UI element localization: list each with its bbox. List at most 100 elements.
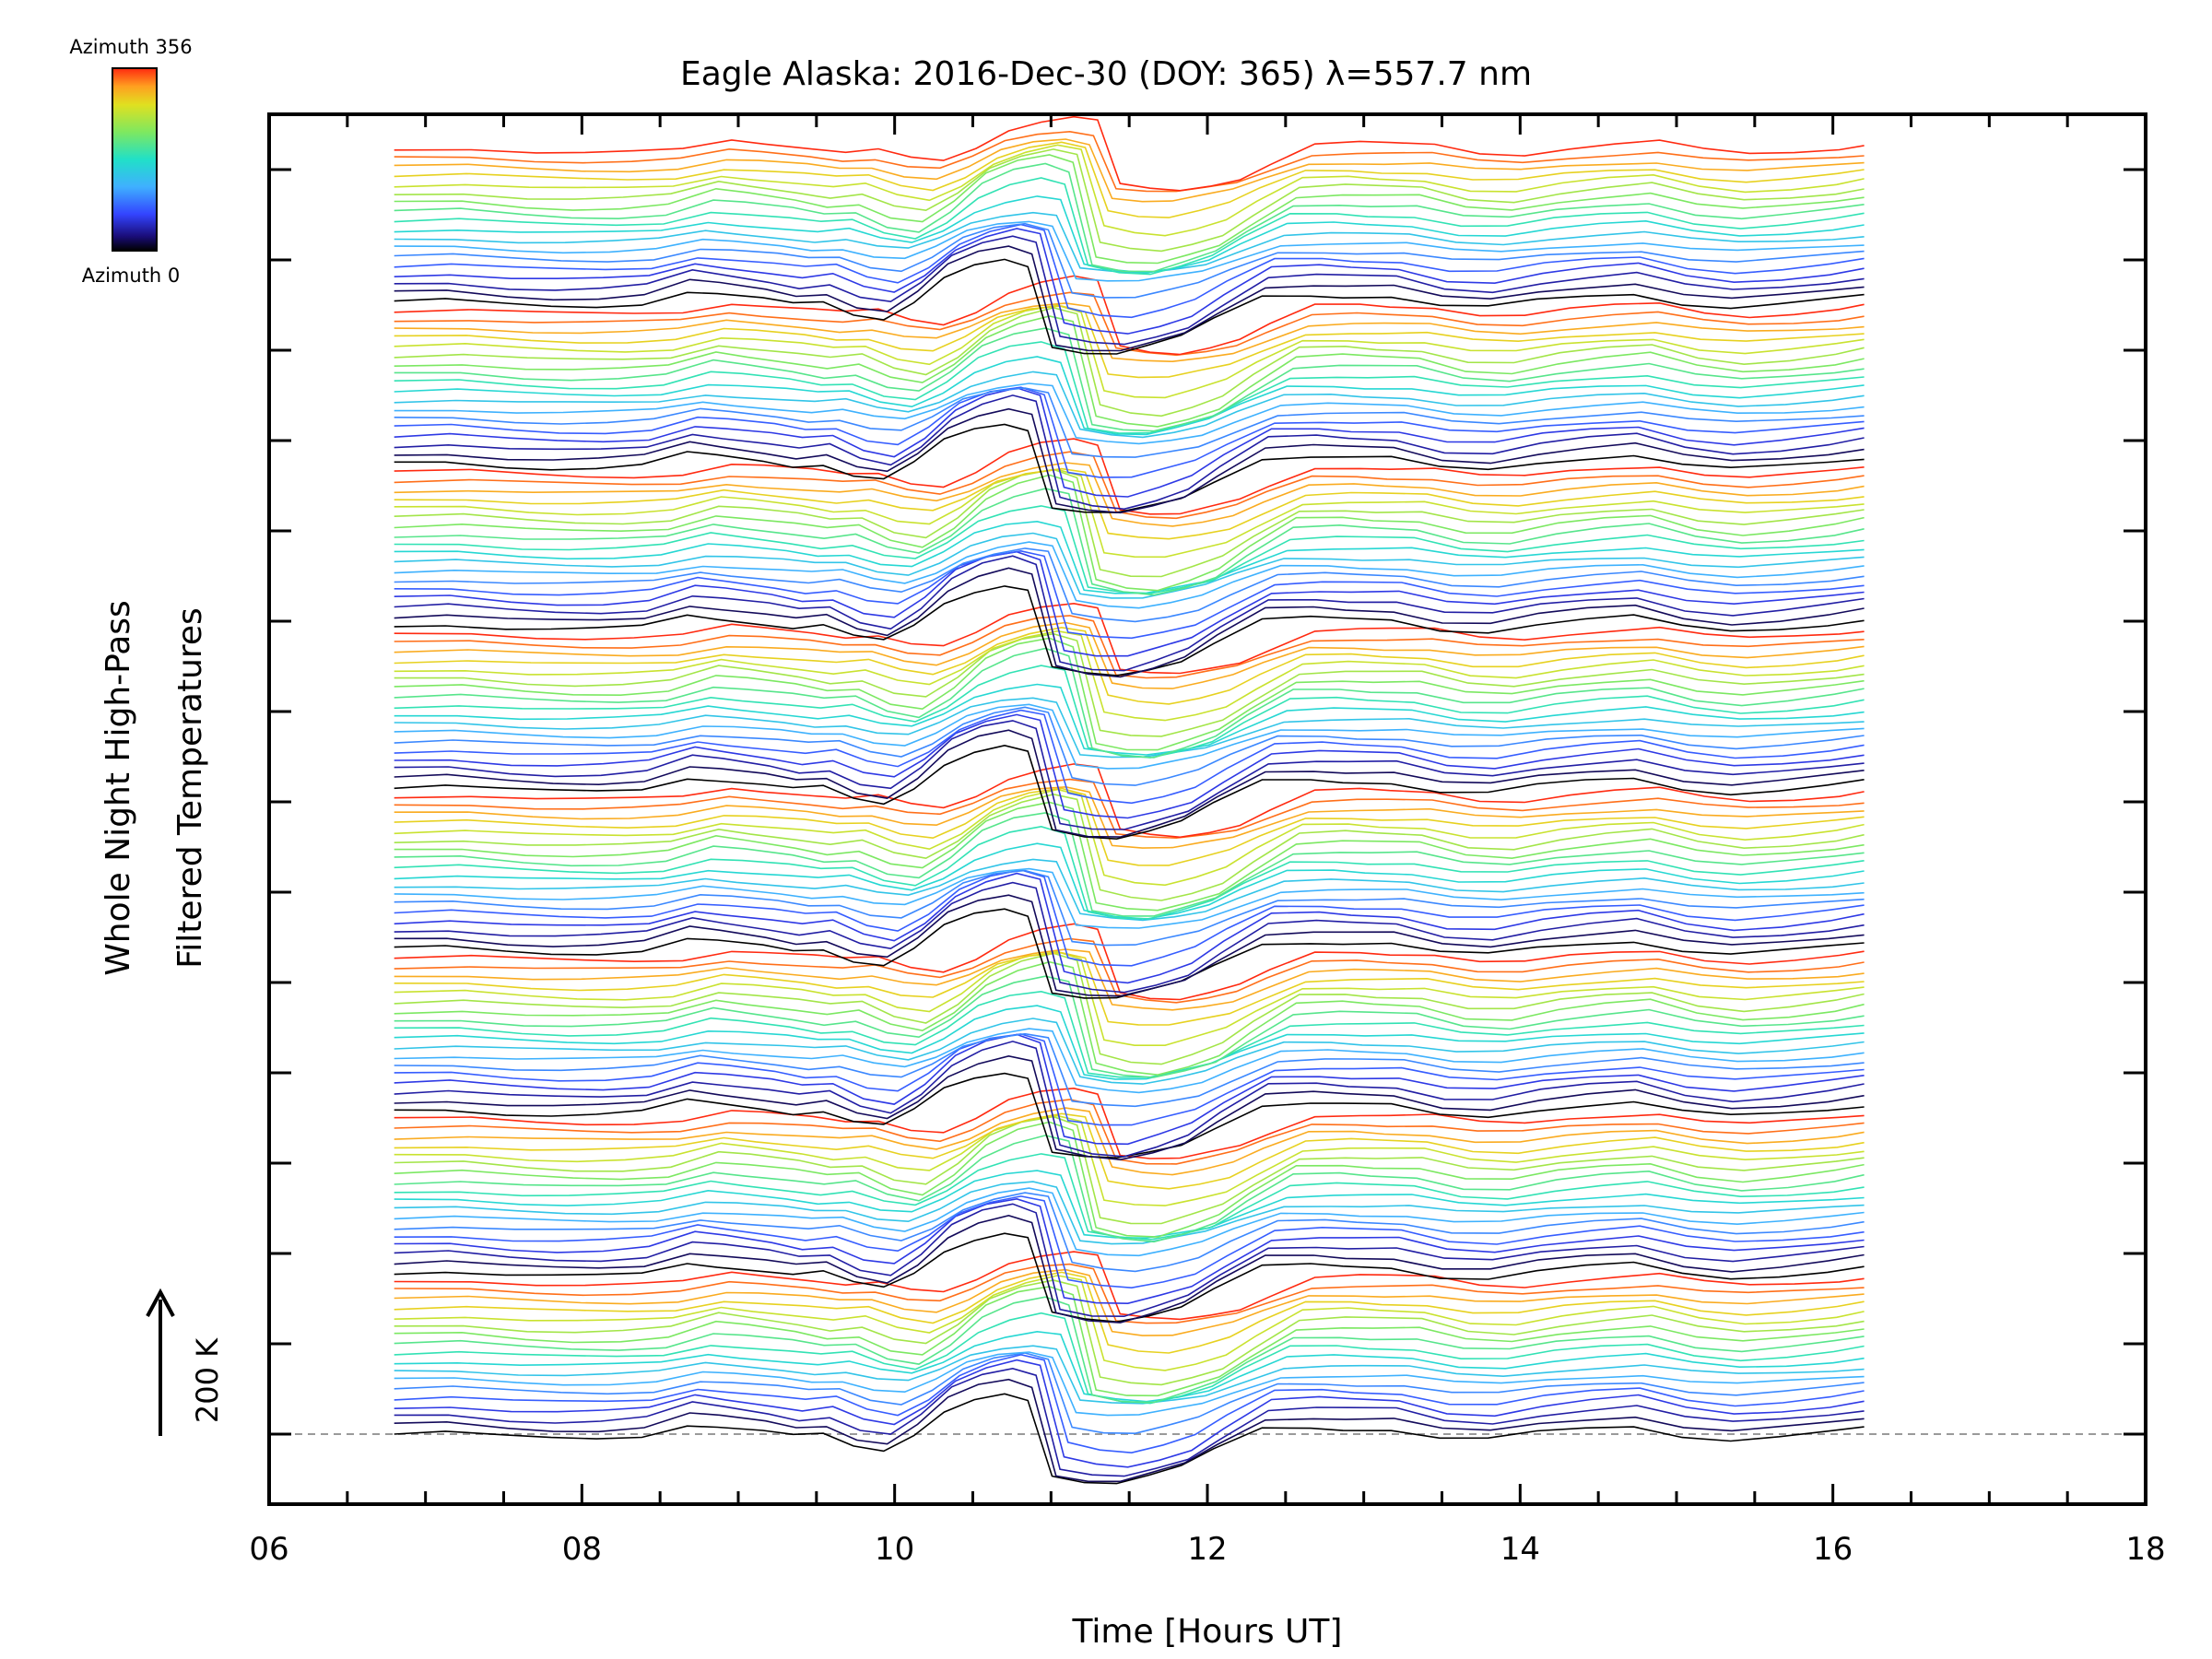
- series-line-115: [394, 371, 1865, 439]
- series-line-20: [394, 1203, 1865, 1318]
- series-line-63: [394, 825, 1865, 920]
- series-line-10: [394, 1296, 1865, 1404]
- series-line-140: [394, 141, 1865, 218]
- series-line-54: [394, 908, 1865, 999]
- series-line-11: [394, 1286, 1865, 1397]
- series-line-143: [394, 115, 1865, 192]
- series-line-28: [394, 1135, 1865, 1243]
- series-line-12: [394, 1279, 1865, 1386]
- series-line-75: [394, 713, 1865, 819]
- series-line-74: [394, 720, 1865, 830]
- series-line-66: [394, 793, 1865, 901]
- series-line-83: [394, 637, 1865, 751]
- series-line-23: [394, 1192, 1865, 1273]
- series-line-51: [394, 948, 1865, 1011]
- series-line-121: [394, 304, 1865, 399]
- series-line-38: [394, 1041, 1865, 1158]
- series-line-119: [394, 315, 1865, 428]
- series-line-37: [394, 1054, 1865, 1161]
- series-line-110: [394, 394, 1865, 511]
- chart-title: Eagle Alaska: 2016-Dec-30 (DOY: 365) λ=5…: [680, 55, 1532, 93]
- series-line-13: [394, 1275, 1865, 1371]
- series-line-96: [394, 541, 1865, 609]
- series-line-142: [394, 130, 1865, 193]
- series-line-56: [394, 881, 1865, 994]
- series-line-107: [394, 438, 1865, 515]
- series-line-84: [394, 632, 1865, 737]
- series-line-82: [394, 647, 1865, 759]
- series-line-34: [394, 1099, 1865, 1165]
- series-line-88: [394, 615, 1865, 679]
- series-line-30: [394, 1115, 1865, 1225]
- series-line-29: [394, 1121, 1865, 1238]
- series-line-19: [394, 1214, 1865, 1324]
- series-line-87: [394, 621, 1865, 689]
- series-line-139: [394, 144, 1865, 237]
- series-line-68: [394, 787, 1865, 866]
- series-line-45: [394, 990, 1865, 1078]
- colorbar-bottom-label: Azimuth 0: [82, 265, 181, 287]
- series-line-25: [394, 1181, 1865, 1245]
- series-line-129: [394, 228, 1865, 335]
- series-line-72: [394, 744, 1865, 841]
- series-line-141: [394, 138, 1865, 203]
- series-line-113: [394, 387, 1865, 458]
- x-tick-label: 14: [1500, 1531, 1540, 1568]
- series-line-135: [394, 177, 1865, 276]
- series-line-133: [394, 211, 1865, 274]
- series-line-59: [394, 869, 1865, 947]
- series-line-85: [394, 629, 1865, 722]
- series-line-132: [394, 220, 1865, 282]
- series-line-57: [394, 872, 1865, 984]
- series-line-7: [394, 1345, 1865, 1405]
- x-ticks: [267, 114, 2147, 1504]
- colorbar-top-label: Azimuth 356: [69, 36, 192, 58]
- series-line-118: [394, 327, 1865, 432]
- series-line-50: [394, 951, 1865, 1026]
- series-line-138: [394, 148, 1865, 253]
- series-line-55: [394, 894, 1865, 997]
- series-line-120: [394, 307, 1865, 418]
- series-line-71: [394, 763, 1865, 839]
- series-line-136: [394, 162, 1865, 273]
- series-line-2: [394, 1367, 1865, 1477]
- series-line-40: [394, 1033, 1865, 1126]
- series-line-36: [394, 1072, 1865, 1159]
- series-line-47: [394, 960, 1865, 1077]
- series-line-89: [394, 602, 1865, 675]
- series-line-22: [394, 1195, 1865, 1289]
- series-line-16: [394, 1263, 1865, 1324]
- y-axis-label: Whole Night High-Pass Filtered Temperatu…: [100, 600, 209, 976]
- series-line-105: [394, 462, 1865, 527]
- series-line-41: [394, 1032, 1865, 1108]
- x-tick-label: 18: [2125, 1531, 2165, 1568]
- series-line-42: [394, 1028, 1865, 1094]
- series-line-3: [394, 1359, 1865, 1468]
- series-line-97: [394, 532, 1865, 599]
- series-line-126: [394, 258, 1865, 355]
- series-line-52: [394, 937, 1865, 1004]
- scale-arrow-icon: [146, 1288, 175, 1317]
- colorbar: Azimuth 356 Azimuth 0: [69, 36, 192, 287]
- series-line-60: [394, 867, 1865, 929]
- x-tick-label: 12: [1187, 1531, 1227, 1568]
- series-line-76: [394, 709, 1865, 805]
- scale-bar-label: 200 K: [190, 1337, 225, 1423]
- series-line-4: [394, 1353, 1865, 1454]
- series-group: [269, 115, 2146, 1485]
- series-line-58: [394, 869, 1865, 967]
- series-line-17: [394, 1251, 1865, 1321]
- x-tick-label: 06: [249, 1531, 288, 1568]
- x-tick-label: 08: [562, 1531, 602, 1568]
- series-line-111: [394, 387, 1865, 498]
- series-line-33: [394, 1107, 1865, 1176]
- series-line-26: [394, 1170, 1865, 1240]
- series-line-6: [394, 1351, 1865, 1417]
- series-line-102: [394, 468, 1865, 578]
- series-line-108: [394, 423, 1865, 513]
- series-line-43: [394, 1018, 1865, 1085]
- x-axis-label: Time [Hours UT]: [1072, 1613, 1343, 1651]
- y-ticks: [269, 168, 2146, 1436]
- series-line-21: [394, 1197, 1865, 1305]
